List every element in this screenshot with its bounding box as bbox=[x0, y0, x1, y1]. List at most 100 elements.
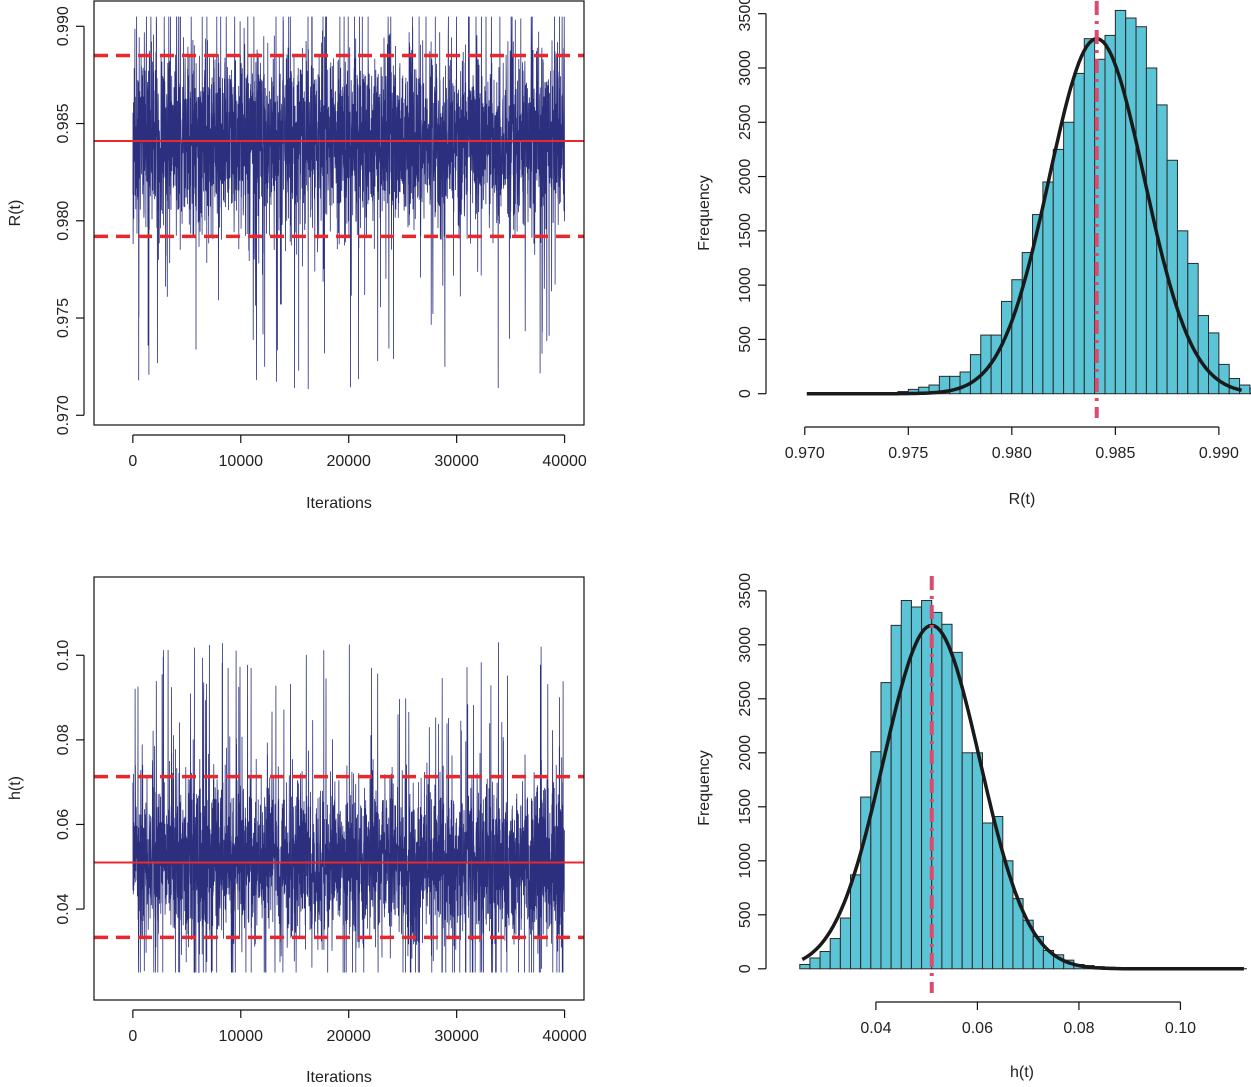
hist-r-bar bbox=[1197, 315, 1210, 395]
trace-h-y-tick-label: 0.06 bbox=[55, 809, 72, 840]
hist-h-panel: 0.04 0.06 0.08 0.10 0 500 1000 1500 2000 2500 300… bbox=[696, 573, 1247, 1081]
trace-r-panel: 0 10000 20000 30000 40000 0.9700.9750.9800.9… bbox=[7, 0, 587, 512]
hist-r-y-tick-label: 3500 bbox=[737, 0, 754, 31]
hist-h-bar bbox=[829, 938, 841, 970]
hist-h-y-tick-label: 3500 bbox=[737, 573, 754, 609]
trace-r-x-axis: 0 10000 20000 30000 40000 bbox=[128, 434, 587, 470]
hist-h-bar bbox=[981, 822, 994, 970]
trace-r-y-tick-label: 0.985 bbox=[55, 103, 72, 143]
hist-r-x-tick-label: 0.970 bbox=[785, 445, 825, 462]
trace-r-y-tick-label: 0.970 bbox=[55, 395, 72, 435]
trace-h-y-axis-label: h(t) bbox=[7, 776, 24, 800]
trace-h-trace bbox=[132, 642, 565, 973]
hist-h-bar bbox=[799, 963, 811, 970]
trace-r-y-tick-label: 0.990 bbox=[55, 6, 72, 46]
hist-r-y-tick-label: 0 bbox=[737, 389, 754, 398]
hist-h-y-axis-label: Frequency bbox=[696, 750, 713, 826]
trace-h-plot-frame bbox=[93, 576, 585, 1001]
hist-r-bar bbox=[1083, 38, 1096, 395]
hist-r-x-axis-label: R(t) bbox=[1009, 491, 1036, 508]
trace-h-y-tick-label: 0.10 bbox=[55, 640, 72, 671]
hist-r-x-axis: 0.970 0.975 0.980 0.985 0.990 bbox=[785, 426, 1239, 462]
hist-h-y-tick-label: 1000 bbox=[737, 843, 754, 879]
hist-r-y-tick-label: 2000 bbox=[737, 159, 754, 195]
trace-h-x-tick-label: 0 bbox=[128, 1028, 137, 1045]
hist-h-bar bbox=[839, 917, 852, 970]
hist-r-bar bbox=[1249, 387, 1251, 395]
trace-r-x-tick-label: 30000 bbox=[434, 453, 479, 470]
hist-h-bar bbox=[809, 957, 821, 970]
trace-r-x-tick-label: 20000 bbox=[326, 453, 371, 470]
hist-h-y-tick-label: 2500 bbox=[737, 681, 754, 717]
hist-r-panel: 0.970 0.975 0.980 0.985 0.990 0 500 1000 1500 20… bbox=[696, 0, 1251, 508]
hist-h-bar bbox=[890, 624, 902, 970]
trace-h-y-tick-label: 0.08 bbox=[55, 724, 72, 755]
hist-r-bar bbox=[1073, 72, 1085, 395]
trace-r-x-axis-label: Iterations bbox=[306, 495, 372, 512]
hist-h-y-tick-label: 1500 bbox=[737, 789, 754, 825]
hist-r-bar bbox=[1135, 26, 1147, 395]
trace-r-y-axis-label: R(t) bbox=[7, 200, 24, 227]
hist-r-x-tick-label: 0.990 bbox=[1199, 445, 1239, 462]
trace-r-x-tick-label: 0 bbox=[128, 453, 137, 470]
hist-r-y-tick-label: 1500 bbox=[737, 213, 754, 249]
hist-r-y-tick-label: 1000 bbox=[737, 267, 754, 303]
hist-r-x-tick-label: 0.985 bbox=[1095, 445, 1135, 462]
hist-h-density-curve bbox=[801, 623, 1244, 971]
trace-h-x-axis: 0 10000 20000 30000 40000 bbox=[128, 1009, 587, 1045]
hist-r-bar bbox=[1187, 262, 1199, 395]
hist-r-y-tick-label: 2500 bbox=[737, 104, 754, 140]
hist-r-bar bbox=[1042, 181, 1054, 395]
hist-r-bar bbox=[1208, 332, 1220, 395]
trace-h-trace-path bbox=[132, 642, 565, 973]
hist-h-bar bbox=[819, 951, 831, 970]
hist-r-bar bbox=[1104, 34, 1116, 395]
hist-h-y-tick-label: 0 bbox=[737, 964, 754, 973]
hist-r-bar bbox=[969, 354, 982, 395]
hist-r-y-tick-label: 3000 bbox=[737, 50, 754, 86]
hist-r-y-axis: 0 500 1000 1500 2000 2500 3000 3500 bbox=[737, 0, 767, 398]
hist-r-bar bbox=[990, 334, 1002, 395]
hist-r-bar bbox=[1125, 17, 1137, 395]
hist-h-bar bbox=[850, 874, 862, 970]
hist-h-x-tick-label: 0.10 bbox=[1165, 1020, 1196, 1037]
trace-r-y-tick-label: 0.980 bbox=[55, 201, 72, 241]
trace-h-x-tick-label: 20000 bbox=[326, 1028, 371, 1045]
hist-r-x-tick-label: 0.975 bbox=[888, 445, 928, 462]
trace-r-y-axis: 0.970 0.975 0.980 0.985 0.990 bbox=[55, 6, 85, 435]
hist-h-bar bbox=[951, 651, 963, 970]
trace-r-x-tick-label: 40000 bbox=[542, 453, 587, 470]
trace-h-y-axis: 0.04 0.06 0.08 0.10 bbox=[55, 640, 85, 925]
hist-h-bar bbox=[961, 752, 973, 970]
trace-r-plot-frame bbox=[93, 0, 585, 426]
hist-h-y-tick-label: 3000 bbox=[737, 627, 754, 663]
trace-r-trace bbox=[132, 16, 565, 390]
trace-h-x-tick-label: 10000 bbox=[219, 1028, 264, 1045]
hist-h-bar bbox=[971, 752, 983, 970]
hist-h-bar bbox=[941, 623, 953, 970]
hist-h-bar bbox=[910, 606, 923, 970]
hist-r-density-curve bbox=[806, 36, 1243, 396]
hist-r-y-axis-label: Frequency bbox=[696, 175, 713, 251]
trace-r-x-tick-label: 10000 bbox=[219, 453, 264, 470]
hist-r-y-tick-label: 500 bbox=[737, 326, 754, 353]
hist-h-y-tick-label: 500 bbox=[737, 901, 754, 928]
trace-h-y-tick-label: 0.04 bbox=[55, 893, 72, 924]
trace-h-x-axis-label: Iterations bbox=[306, 1069, 372, 1086]
hist-h-x-axis: 0.04 0.06 0.08 0.10 bbox=[860, 1001, 1196, 1037]
hist-r-bar bbox=[1218, 363, 1230, 395]
hist-r-bars bbox=[897, 9, 1251, 395]
hist-r-bar bbox=[1063, 121, 1075, 395]
trace-r-y-tick-label: 0.975 bbox=[55, 298, 72, 338]
trace-r-trace-path bbox=[132, 16, 565, 390]
hist-h-y-axis: 0 500 1000 1500 2000 2500 3000 3500 bbox=[737, 573, 767, 973]
hist-h-y-tick-label: 2000 bbox=[737, 735, 754, 771]
trace-h-x-tick-label: 30000 bbox=[434, 1028, 479, 1045]
hist-h-bar bbox=[880, 682, 892, 970]
trace-h-x-tick-label: 40000 bbox=[542, 1028, 587, 1045]
hist-r-x-tick-label: 0.980 bbox=[992, 445, 1032, 462]
hist-h-x-tick-label: 0.06 bbox=[962, 1020, 993, 1037]
hist-r-bar bbox=[1000, 300, 1013, 395]
trace-h-panel: 0 10000 20000 30000 40000 0.04 0.06 0.08 0.10 I… bbox=[7, 576, 587, 1086]
hist-r-bar bbox=[1052, 148, 1065, 395]
